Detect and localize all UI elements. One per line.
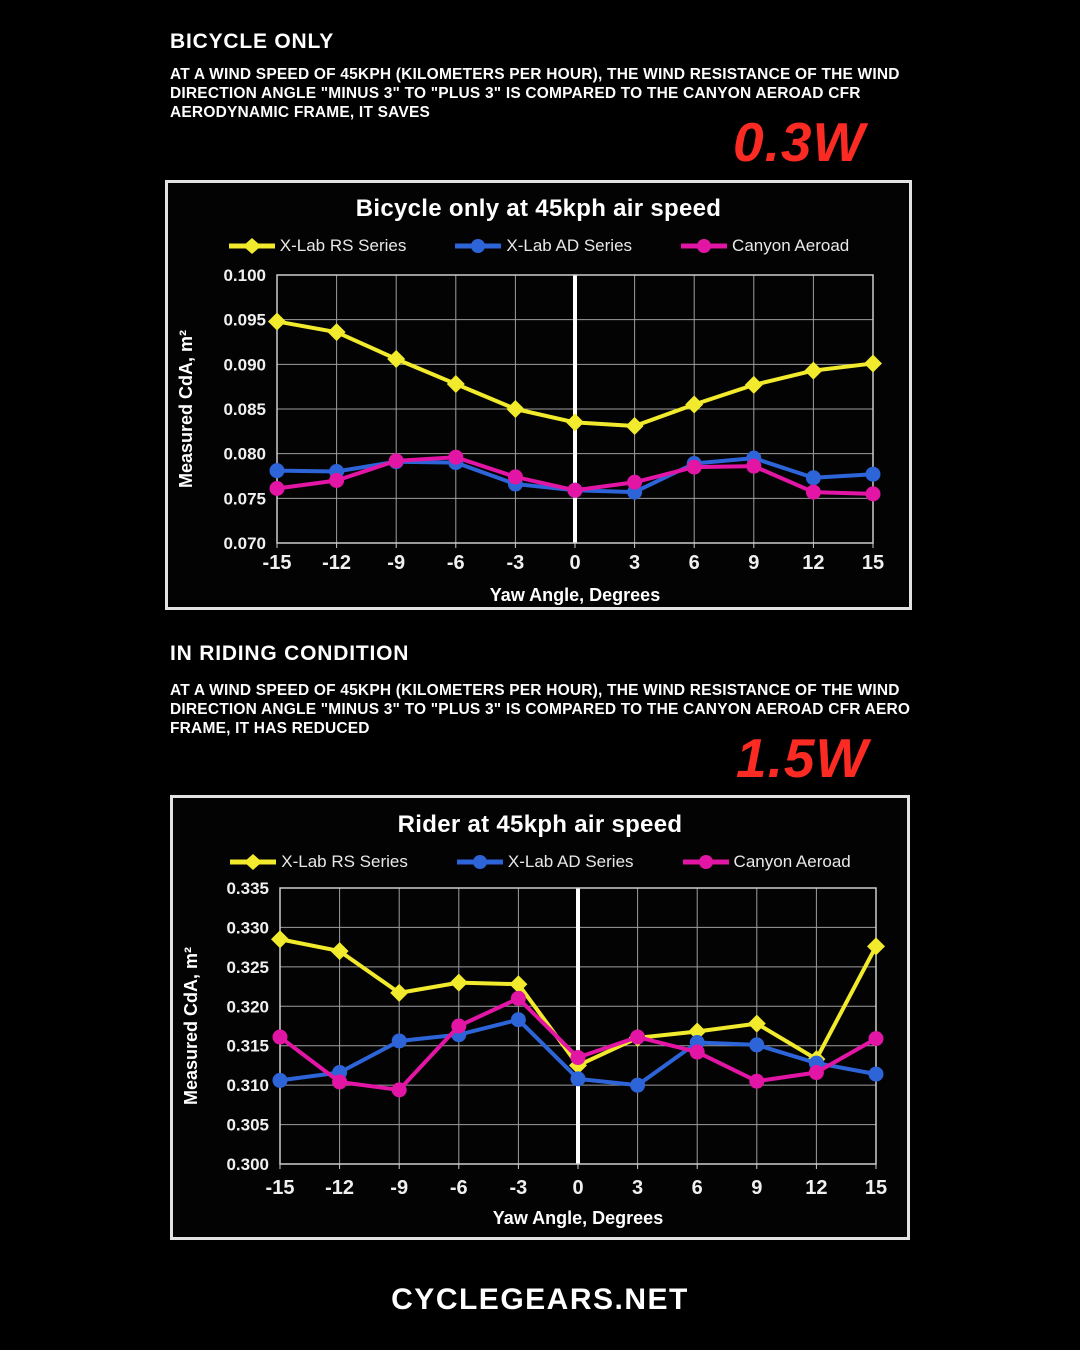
- section1-heading: BICYCLE ONLY: [170, 30, 335, 53]
- legend-item-x-lab-rs-series: X-Lab RS Series: [228, 236, 407, 256]
- svg-text:0.095: 0.095: [223, 311, 266, 330]
- section2-heading: IN RIDING CONDITION: [170, 642, 410, 665]
- canyon-aeroad-marker-icon: [682, 855, 729, 869]
- x-lab-ad-series-marker-icon: [455, 239, 502, 253]
- svg-text:0.075: 0.075: [223, 489, 266, 508]
- plot-area: 0.100 0.095 0.090 0.085 0.080 0.075 0.070-15 -1…: [176, 266, 884, 605]
- x-axis-label: Yaw Angle, Degrees: [490, 585, 660, 605]
- series-canyon-aeroad: [269, 449, 881, 502]
- svg-text:0.100: 0.100: [223, 266, 266, 285]
- footer-site-name: CYCLEGEARS.NET: [391, 1283, 689, 1316]
- svg-text:0.335: 0.335: [226, 879, 269, 898]
- svg-text:9: 9: [748, 552, 759, 574]
- section1-watt-savings: 0.3W: [733, 111, 866, 173]
- canyon-aeroad-marker-icon: [681, 239, 728, 253]
- svg-text:-12: -12: [322, 552, 351, 574]
- chart-rider: Rider at 45kph air speed X-Lab RS Series…: [170, 795, 910, 1240]
- series-canyon-aeroad: [272, 990, 884, 1098]
- legend-item-x-lab-rs-series: X-Lab RS Series: [229, 852, 408, 872]
- svg-text:0.310: 0.310: [226, 1076, 269, 1095]
- svg-text:0.090: 0.090: [223, 355, 266, 374]
- gridlines: [276, 274, 874, 548]
- svg-text:0.070: 0.070: [223, 534, 266, 553]
- svg-text:0: 0: [569, 552, 580, 574]
- legend-label: X-Lab AD Series: [506, 236, 633, 255]
- chart2-title: Rider at 45kph air speed: [397, 811, 683, 838]
- svg-text:-3: -3: [510, 1177, 528, 1199]
- svg-text:0.330: 0.330: [226, 918, 269, 937]
- svg-text:3: 3: [632, 1177, 643, 1199]
- svg-text:12: 12: [802, 552, 824, 574]
- chart2-legend: X-Lab RS Series X-Lab AD Series Canyon Aer…: [173, 848, 907, 876]
- y-axis-label: Measured CdA, m²: [176, 330, 196, 488]
- svg-text:-15: -15: [266, 1177, 295, 1199]
- svg-text:0.315: 0.315: [226, 1037, 269, 1056]
- svg-text:-9: -9: [387, 552, 405, 574]
- svg-text:-6: -6: [450, 1177, 468, 1199]
- svg-text:15: 15: [862, 552, 884, 574]
- svg-text:15: 15: [865, 1177, 887, 1199]
- svg-text:-9: -9: [390, 1177, 408, 1199]
- x-lab-rs-series-marker-icon: [228, 238, 275, 254]
- legend-label: X-Lab RS Series: [281, 852, 408, 871]
- tick-labels: 0.335 0.330 0.325 0.320 0.315 0.310 0.305 0.300…: [226, 879, 887, 1199]
- svg-text:-6: -6: [447, 552, 465, 574]
- chart2-plot: 0.335 0.330 0.325 0.320 0.315 0.310 0.305 0.300…: [173, 876, 907, 1247]
- chart1-plot: 0.100 0.095 0.090 0.085 0.080 0.075 0.070 -15 -1…: [168, 261, 909, 618]
- svg-text:9: 9: [751, 1177, 762, 1199]
- legend-item-x-lab-ad-series: X-Lab AD Series: [454, 236, 632, 256]
- section2-body: AT A WIND SPEED OF 45KPH (KILOMETERS PER…: [170, 682, 911, 737]
- chart-bicycle-only: Bicycle only at 45kph air speed X-Lab RS…: [165, 180, 912, 610]
- legend-item-x-lab-ad-series: X-Lab AD Series: [456, 852, 634, 872]
- tick-labels: 0.100 0.095 0.090 0.085 0.080 0.075 0.070-15 -1…: [223, 266, 884, 574]
- series-x-lab-rs-series: [268, 312, 882, 435]
- svg-text:0.325: 0.325: [226, 958, 269, 977]
- x-axis-label: Yaw Angle, Degrees: [493, 1208, 663, 1228]
- svg-text:6: 6: [692, 1177, 703, 1199]
- svg-text:0.320: 0.320: [226, 997, 269, 1016]
- section1-body: AT A WIND SPEED OF 45KPH (KILOMETERS PER…: [170, 66, 900, 121]
- legend-label: X-Lab RS Series: [279, 236, 407, 255]
- legend-label: Canyon Aeroad: [733, 852, 851, 871]
- svg-text:12: 12: [805, 1177, 827, 1199]
- x-lab-rs-series-marker-icon: [230, 854, 277, 870]
- svg-text:0.085: 0.085: [223, 400, 266, 419]
- legend-label: Canyon Aeroad: [732, 236, 850, 255]
- chart1-legend: X-Lab RS Series X-Lab AD Series Canyon Aer…: [168, 231, 909, 261]
- svg-text:0.080: 0.080: [223, 445, 266, 464]
- svg-text:6: 6: [689, 552, 700, 574]
- plot-area: 0.335 0.330 0.325 0.320 0.315 0.310 0.305 0.300…: [181, 879, 887, 1228]
- svg-text:0.300: 0.300: [226, 1155, 269, 1174]
- section2-watt-reduction: 1.5W: [736, 727, 869, 789]
- svg-text:3: 3: [629, 552, 640, 574]
- gridlines: [279, 887, 877, 1169]
- chart1-title: Bicycle only at 45kph air speed: [355, 195, 722, 222]
- legend-label: X-Lab AD Series: [507, 852, 634, 871]
- svg-text:-15: -15: [263, 552, 292, 574]
- svg-text:0.305: 0.305: [226, 1116, 269, 1135]
- x-lab-ad-series-marker-icon: [456, 855, 503, 869]
- svg-text:0: 0: [572, 1177, 583, 1199]
- legend-item-canyon-aeroad: Canyon Aeroad: [682, 852, 851, 872]
- legend-item-canyon-aeroad: Canyon Aeroad: [680, 236, 849, 256]
- svg-text:-3: -3: [507, 552, 525, 574]
- svg-text:-12: -12: [325, 1177, 354, 1199]
- y-axis-label: Measured CdA, m²: [181, 947, 201, 1105]
